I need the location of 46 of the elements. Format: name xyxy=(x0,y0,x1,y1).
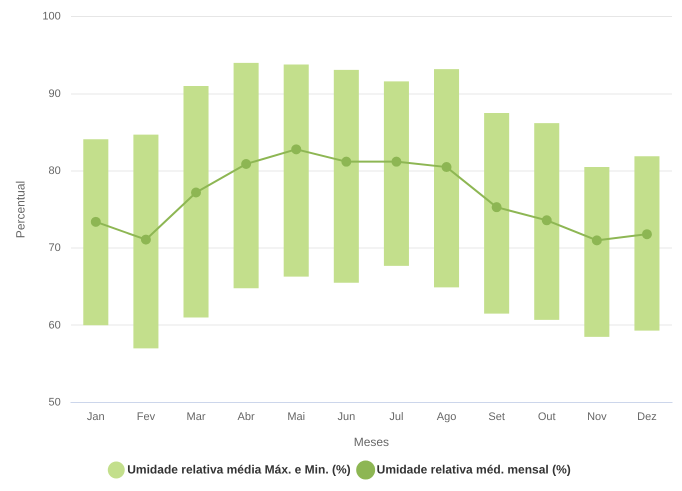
bar xyxy=(133,134,158,348)
x-tick-label: Out xyxy=(538,411,556,424)
x-tick-label: Abr xyxy=(238,411,256,424)
y-tick-label: 80 xyxy=(48,164,61,177)
point xyxy=(341,156,352,167)
y-tick-label: 60 xyxy=(48,319,61,332)
x-axis-title: Meses xyxy=(354,435,390,450)
point xyxy=(592,235,602,246)
bar xyxy=(434,69,460,288)
x-tick-label: Jan xyxy=(86,411,105,424)
point xyxy=(90,216,101,227)
x-tick-label: Jun xyxy=(337,411,356,424)
bar xyxy=(183,86,209,318)
y-tick-label: 50 xyxy=(48,396,61,408)
y-axis-title: Percentual xyxy=(14,180,28,238)
bar xyxy=(634,156,660,331)
x-tick-label: Nov xyxy=(587,411,608,424)
point xyxy=(140,234,151,245)
point xyxy=(492,202,502,212)
bar xyxy=(484,113,510,314)
x-tick-label: Dez xyxy=(637,411,657,424)
bar xyxy=(534,123,560,320)
bar xyxy=(284,64,309,277)
x-tick-label: Mai xyxy=(287,411,306,424)
point xyxy=(542,215,552,226)
bar xyxy=(234,62,259,288)
x-tick-label: Ago xyxy=(436,411,456,424)
y-tick-label: 90 xyxy=(48,88,61,100)
x-tick-label: Set xyxy=(488,411,505,424)
x-tick-label: Jul xyxy=(389,411,404,424)
point xyxy=(442,162,452,172)
bar xyxy=(334,70,359,283)
x-tick-label: Fev xyxy=(136,411,156,424)
legend-label: Umidade relativa méd. mensal (%) xyxy=(376,462,571,476)
y-tick-label: 70 xyxy=(48,242,61,254)
legend-label: Umidade relativa média Máx. e Min. (%) xyxy=(127,462,351,476)
point xyxy=(391,156,402,167)
point xyxy=(191,188,202,198)
bar xyxy=(83,139,108,326)
x-tick-label: Mar xyxy=(186,411,206,424)
point xyxy=(642,229,652,240)
point xyxy=(291,144,302,154)
y-tick-label: 100 xyxy=(42,10,61,23)
point xyxy=(241,158,252,169)
bar xyxy=(584,167,610,337)
bar xyxy=(384,81,409,266)
